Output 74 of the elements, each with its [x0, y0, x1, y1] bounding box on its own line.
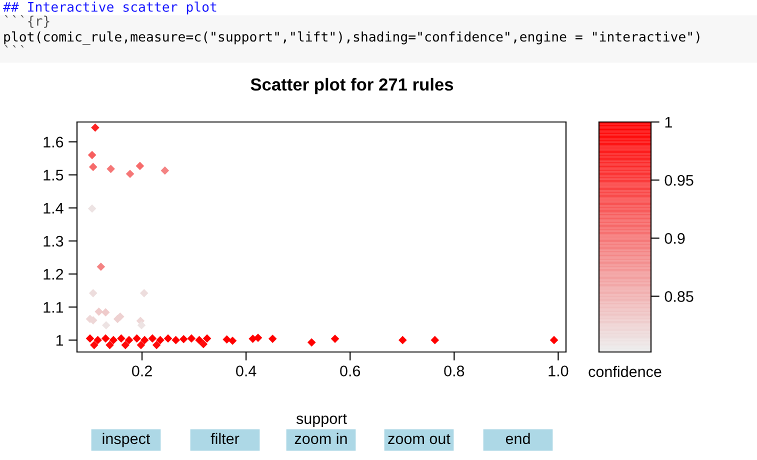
point [132, 334, 141, 343]
point [228, 336, 237, 345]
color-bar-label: 0.85 [664, 291, 694, 302]
y-tick-label: 1.1 [44, 302, 64, 313]
point [88, 289, 98, 298]
x-tick-label: 0.8 [444, 366, 464, 376]
point [268, 334, 277, 343]
point [88, 162, 98, 172]
text: ```{r} [4, 15, 50, 28]
point [195, 336, 204, 344]
text: zoom in [294, 432, 347, 444]
point [117, 334, 126, 343]
point [179, 334, 188, 344]
text: zoom out [388, 434, 450, 444]
point [94, 336, 102, 344]
point [96, 262, 106, 271]
color-bar-title: confidence [588, 366, 662, 378]
point [109, 336, 118, 344]
point [160, 166, 170, 175]
point [140, 289, 148, 298]
point [430, 336, 440, 344]
text: ``` [4, 45, 24, 48]
x-tick-label: 0.2 [132, 366, 152, 376]
point [88, 204, 96, 213]
point [86, 334, 94, 343]
point [330, 334, 340, 343]
point [254, 334, 262, 342]
point [148, 334, 157, 343]
point [550, 336, 558, 344]
text: inspect [102, 432, 150, 448]
point [102, 321, 110, 330]
point [106, 340, 114, 350]
y-tick-label: 1.5 [44, 170, 64, 181]
text: end [506, 432, 530, 444]
point [106, 164, 115, 174]
point [101, 334, 110, 343]
x-axis-title: support [296, 414, 347, 428]
point [121, 340, 130, 350]
y-tick-label: 1.2 [44, 268, 64, 280]
point [398, 336, 407, 344]
point [199, 340, 208, 348]
y-tick-label: 1.6 [44, 136, 64, 148]
point [91, 123, 100, 132]
point [88, 150, 96, 160]
text: ## Interactive scatter plot [3, 2, 216, 14]
x-tick-label: 0.4 [236, 366, 256, 376]
point [164, 334, 172, 343]
point [307, 338, 316, 347]
point [136, 340, 146, 350]
text: filter [210, 432, 240, 444]
point [202, 334, 212, 343]
point [90, 340, 98, 350]
color-bar-label: 0.9 [664, 233, 685, 244]
point [94, 308, 104, 316]
point [222, 335, 231, 344]
point [172, 336, 180, 344]
point [137, 321, 146, 330]
point [152, 340, 161, 350]
point [156, 336, 164, 344]
point [101, 308, 110, 317]
point [124, 336, 134, 344]
text: plot(comic_rule,measure=c("support","lift"),shading="confidence",engine = "interactive") [4, 31, 700, 45]
point [187, 334, 196, 343]
color-bar-label: 0.95 [664, 174, 694, 186]
x-tick-label: 1.0 [548, 366, 568, 376]
y-tick-label: 1.4 [44, 202, 64, 214]
point [140, 336, 149, 344]
point [126, 170, 134, 178]
y-tick-label: 1.3 [44, 236, 64, 247]
color-bar-label: 1 [665, 117, 672, 128]
y-tick-label: 1 [56, 335, 64, 346]
chart-title: Scatter plot for 271 rules [250, 78, 454, 94]
x-tick-label: 0.6 [340, 366, 360, 376]
point [136, 162, 144, 170]
